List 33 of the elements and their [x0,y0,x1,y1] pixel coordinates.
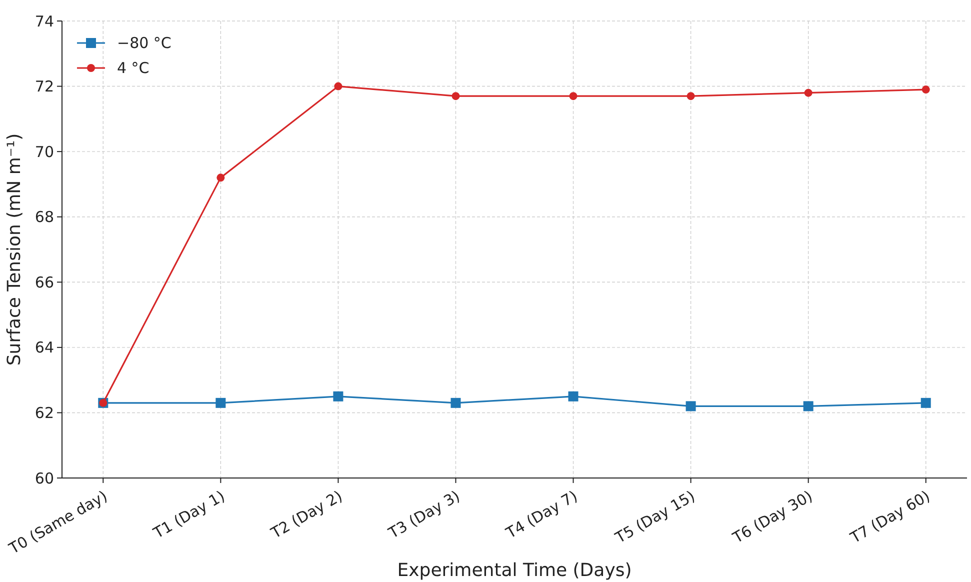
y-tick-label: 60 [34,469,54,488]
x-tick-label: T1 (Day 1) [150,486,228,543]
x-tick-label: T2 (Day 2) [267,486,346,543]
point [452,92,460,100]
y-tick-label: 64 [34,338,54,357]
y-tick-label: 72 [34,78,54,96]
point [568,391,578,402]
point [804,88,812,97]
x-axis-title: Experimental Time (Days) [397,560,632,581]
point [920,398,931,408]
legend-label: 4 °C [117,59,150,77]
point [216,398,226,408]
y-tick-label: 70 [34,142,54,161]
y-tick-label: 66 [34,273,54,292]
x-tick-label: T3 (Day 3) [384,486,463,543]
point [334,82,342,90]
y-tick-label: 68 [34,208,54,226]
point [803,401,814,412]
x-tick-label: T4 (Day 7) [502,486,581,543]
x-tick-label: T6 (Day 30) [728,486,816,548]
legend-label: −80 °C [117,34,172,52]
point [686,92,695,100]
point [922,86,930,94]
point [569,92,578,100]
y-axis-title: Surface Tension (mN m⁻¹) [4,133,25,366]
y-tick-label: 74 [34,12,54,30]
x-tick-label: T5 (Day 15) [611,486,698,548]
y-tick-label: 62 [34,404,54,422]
point [450,398,461,408]
point [686,401,696,412]
point [333,391,344,402]
point [216,174,225,182]
x-tick-label: T7 (Day 60) [846,486,934,548]
